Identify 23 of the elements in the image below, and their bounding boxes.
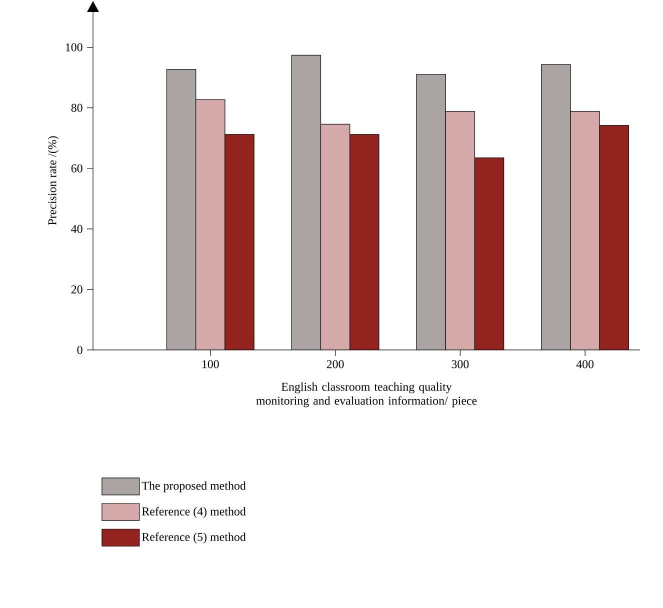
x-tick-label: 200 bbox=[326, 360, 344, 368]
y-tick-label: 0 bbox=[77, 346, 82, 354]
legend-label: Reference (4) method bbox=[142, 506, 246, 518]
bar bbox=[350, 134, 379, 350]
bar bbox=[292, 55, 321, 350]
x-tick-label: 400 bbox=[576, 360, 594, 368]
legend-label: The proposed method bbox=[142, 481, 246, 492]
bar bbox=[224, 134, 254, 350]
bar bbox=[166, 69, 196, 350]
x-tick-label: 100 bbox=[202, 360, 219, 368]
bar bbox=[541, 64, 571, 350]
bar bbox=[599, 125, 630, 350]
y-axis-title: Precision rate /(%) bbox=[48, 136, 59, 225]
y-tick-label: 60 bbox=[71, 164, 82, 172]
legend-label: Reference (5) method bbox=[142, 532, 246, 544]
y-tick-label: 20 bbox=[71, 285, 82, 294]
x-axis-title: English classroom teaching quality monitoring and evaluation information/ piece bbox=[256, 382, 477, 408]
bar bbox=[416, 74, 446, 350]
bar bbox=[474, 158, 504, 350]
x-tick-label: 300 bbox=[452, 360, 469, 368]
y-tick-label: 80 bbox=[71, 104, 82, 112]
y-tick-label: 40 bbox=[71, 224, 82, 233]
y-tick-label: 100 bbox=[66, 43, 82, 52]
